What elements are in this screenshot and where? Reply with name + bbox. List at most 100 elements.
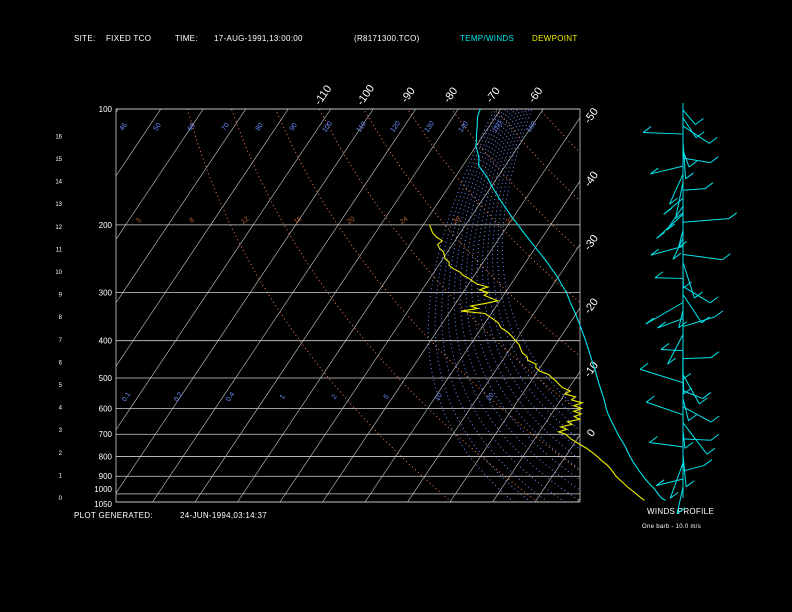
plot-generated-label: PLOT GENERATED: <box>74 511 153 520</box>
wind-barb <box>661 348 684 352</box>
dry-adiabat <box>583 109 792 502</box>
mixing-ratio-label: 20 <box>346 216 356 226</box>
isotherm-line <box>152 109 417 502</box>
height-tick-label: 15 <box>55 157 62 163</box>
wind-barb <box>682 316 715 328</box>
wind-barb-flag <box>695 131 705 139</box>
isotherm-label: -70 <box>484 85 503 105</box>
mixing-ratio-label: 5 <box>136 217 143 225</box>
wind-barb-flag <box>654 271 664 279</box>
wind-barb-flag <box>678 241 687 248</box>
pressure-tick-label: 700 <box>99 430 113 439</box>
dry-adiabat-label: 50 <box>153 122 163 132</box>
height-tick-label: 9 <box>59 293 63 299</box>
legend-temp: TEMP/WINDS <box>460 34 515 43</box>
wind-barb-flag <box>663 208 672 215</box>
legend-dewpoint: DEWPOINT <box>532 34 578 43</box>
dry-adiabat-label: 80 <box>255 122 265 132</box>
moist-adiabat-label: 0.4 <box>225 391 236 403</box>
moist-adiabat-label: 5 <box>383 393 391 400</box>
wind-barb <box>672 238 684 260</box>
wind-barb-flag <box>657 321 666 329</box>
wind-barb-flag <box>645 317 655 325</box>
wind-barb <box>682 157 711 164</box>
height-tick-label: 7 <box>59 338 63 344</box>
isotherm-label: -10 <box>582 360 601 380</box>
wind-barb-flag <box>710 415 720 423</box>
site-value: FIXED TCO <box>106 34 152 43</box>
height-tick-label: 8 <box>59 315 63 321</box>
moist-adiabat-label: 0.1 <box>121 391 132 403</box>
dry-adiabat-label: 46 <box>119 122 129 132</box>
dry-adiabat <box>362 109 580 357</box>
dry-adiabat-label: 60 <box>187 122 197 132</box>
mixing-ratio-line <box>624 341 639 502</box>
dry-adiabat <box>186 109 452 502</box>
dry-adiabat-label: 140 <box>458 120 470 134</box>
wind-barb-flag <box>650 248 660 256</box>
dry-adiabat <box>495 109 580 202</box>
dry-adiabat <box>671 109 792 502</box>
wind-barb <box>682 422 708 455</box>
dry-adiabat-label: 130 <box>424 120 436 134</box>
site-label: SITE: <box>74 34 96 43</box>
moist-adiabat-label: 2 <box>331 393 339 400</box>
wind-barb-flag <box>684 441 694 449</box>
pressure-tick-label: 200 <box>99 221 113 230</box>
wind-barb-flag <box>656 231 665 239</box>
wind-barb-flag <box>650 167 659 175</box>
height-tick-label: 6 <box>59 360 63 366</box>
wind-barb <box>676 486 684 514</box>
wind-barb-flag <box>669 197 678 205</box>
isotherm-label: -20 <box>582 296 601 316</box>
isotherm-line <box>407 244 580 502</box>
wind-barb <box>682 465 705 472</box>
dry-adiabat-label: 110 <box>356 120 368 133</box>
dry-adiabat <box>274 109 580 472</box>
wind-barb <box>669 173 684 205</box>
height-tick-label: 16 <box>55 134 62 140</box>
wind-barb-flag <box>649 436 658 443</box>
pressure-tick-label: 600 <box>99 404 113 413</box>
moist-adiabat <box>486 109 580 441</box>
isotherm-label: -30 <box>582 233 601 253</box>
height-tick-label: 2 <box>59 451 63 457</box>
moist-adiabat-label: 1 <box>279 393 287 400</box>
wind-barb-flag <box>728 212 738 220</box>
dry-adiabat-label: 160 <box>526 120 538 134</box>
height-tick-label: 1 <box>59 473 63 479</box>
isotherm-line <box>279 109 544 502</box>
wind-barb-flag <box>685 172 694 180</box>
wind-barb <box>656 478 684 487</box>
moist-adiabat-label: 10 <box>434 392 444 402</box>
mixing-ratio-label: 8 <box>189 217 196 225</box>
isotherm-line <box>116 109 204 240</box>
wind-barb-flag <box>714 310 724 318</box>
isotherm-label: -90 <box>399 85 418 105</box>
moist-adiabat <box>434 109 532 502</box>
moist-adiabat <box>476 109 580 461</box>
height-tick-label: 4 <box>59 406 63 412</box>
wind-barb <box>682 117 697 139</box>
wind-barb <box>682 188 705 191</box>
wind-barb-flag <box>702 392 711 399</box>
wind-barb-flag <box>703 459 713 466</box>
isotherm-line <box>364 180 580 502</box>
wind-barb-flag <box>676 507 686 515</box>
isotherm-line <box>116 109 332 430</box>
wind-barb-flag <box>667 357 676 365</box>
height-tick-label: 0 <box>59 496 63 502</box>
isotherm-line <box>577 498 580 502</box>
pressure-tick-label: 900 <box>99 472 113 481</box>
wind-barb-flag <box>695 118 704 125</box>
height-tick-label: 11 <box>56 247 63 253</box>
moist-adiabat <box>481 109 580 451</box>
wind-barb <box>682 218 729 223</box>
moist-adiabat-label: 0.2 <box>173 391 184 403</box>
isotherm-line <box>116 109 374 494</box>
dewpoint-profile-line <box>429 224 645 501</box>
isotherm-label: -50 <box>582 106 601 126</box>
wind-barb-flag <box>694 291 703 299</box>
isotherm-line <box>194 109 459 502</box>
